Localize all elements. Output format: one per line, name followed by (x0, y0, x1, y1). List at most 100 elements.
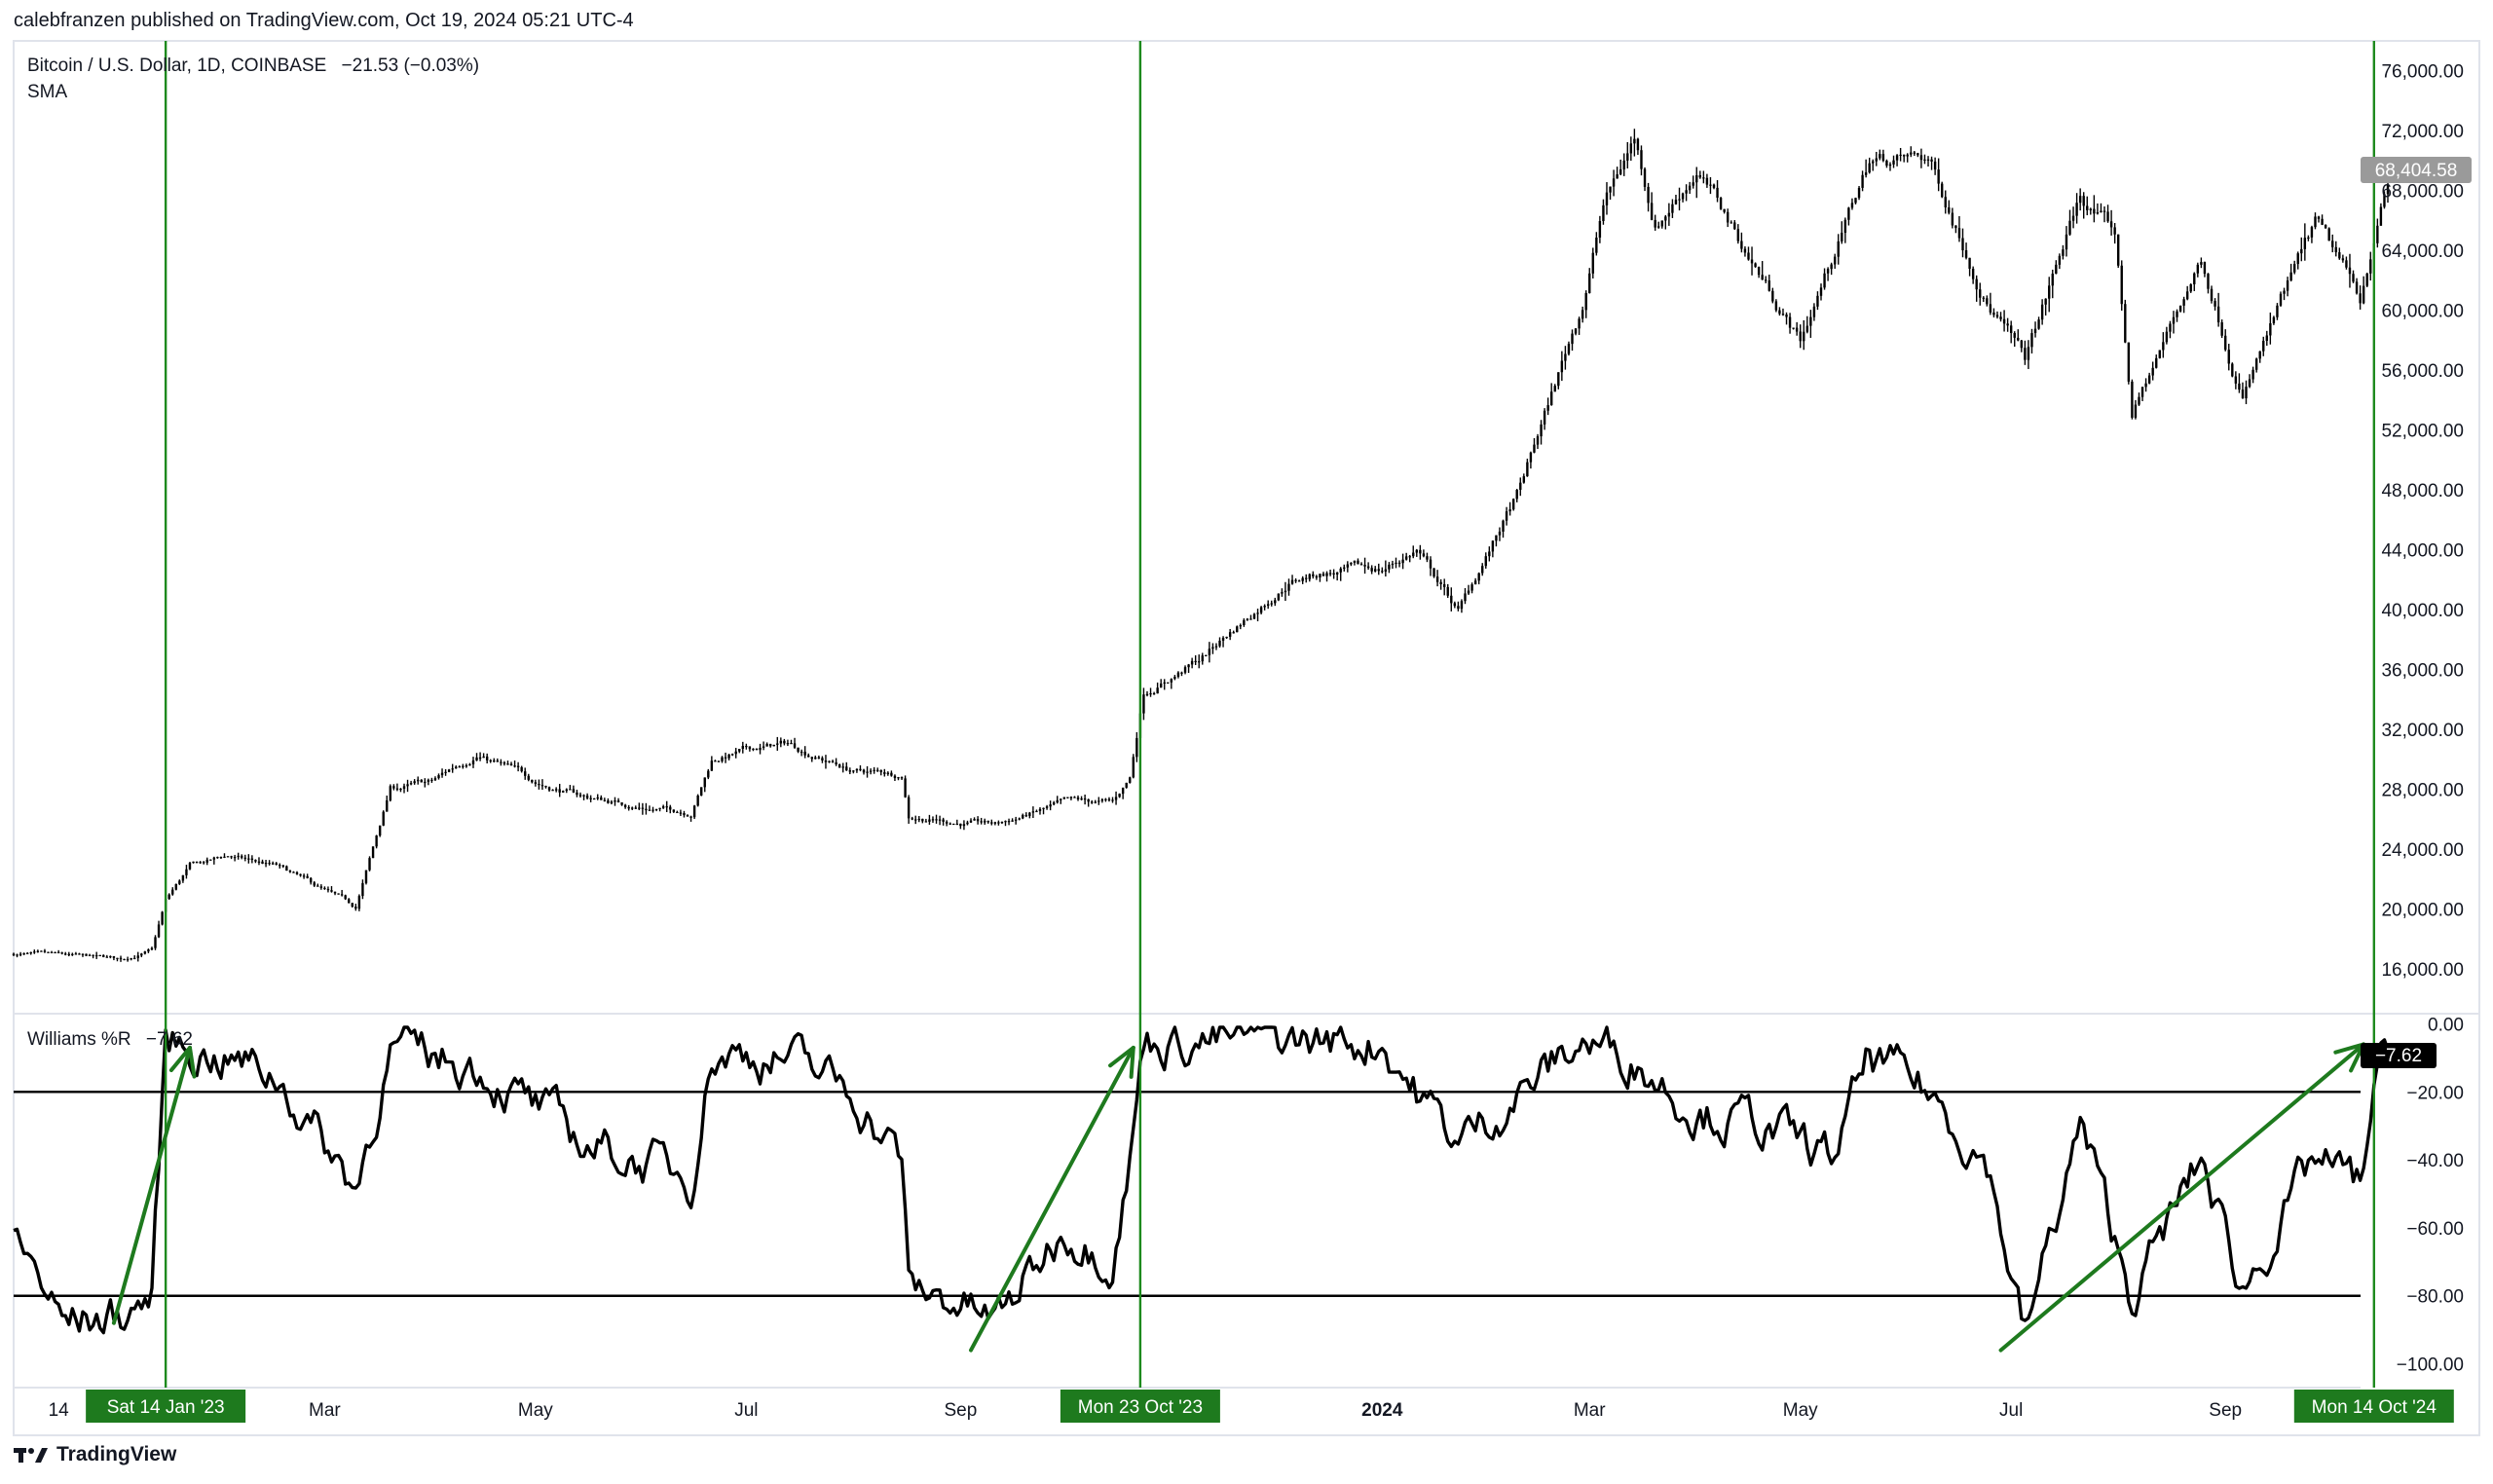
price-candle-body (1287, 583, 1290, 591)
price-candle-body (1761, 275, 1764, 280)
price-candle-body (2062, 249, 2065, 256)
price-candle-body (924, 821, 928, 823)
price-candle-body (299, 873, 302, 876)
price-candle-body (824, 761, 828, 762)
price-candle-body (1433, 568, 1435, 577)
price-candle-body (81, 953, 85, 955)
price-candle-body (1135, 737, 1138, 758)
price-candle-body (1221, 638, 1225, 641)
price-candle-body (592, 798, 596, 800)
price-candle-body (1892, 160, 1895, 165)
price-candle-body (1321, 574, 1325, 576)
price-candle-body (375, 835, 378, 847)
price-candle-body (942, 819, 945, 822)
price-candle-body (340, 894, 344, 896)
price-candle-body (382, 811, 385, 826)
price-candle-body (569, 789, 572, 791)
price-candle-body (1843, 219, 1847, 234)
price-candle-body (745, 745, 748, 748)
price-candle-body (1031, 811, 1035, 813)
price-candle-body (1346, 564, 1350, 568)
date-marker-tag (86, 1390, 246, 1423)
price-candle-body (2109, 221, 2113, 228)
price-candle-body (565, 789, 569, 792)
price-candle-body (1719, 198, 1723, 209)
price-candle-body (402, 786, 406, 789)
price-candle-body (78, 953, 81, 955)
price-candle-body (634, 807, 637, 809)
price-candle-body (2082, 196, 2085, 206)
wr-y-tick-label: −40.00 (2406, 1151, 2464, 1171)
time-axis: 14 Mar May Jul Sep 2024 Mar May Jul Sep (49, 1400, 2243, 1421)
price-candle-body (614, 800, 616, 802)
date-markers: Sat 14 Jan '23 Mon 23 Oct '23 Mon 14 Oct '… (86, 41, 2454, 1423)
price-candle-body (2289, 272, 2292, 281)
price-candle-body (92, 954, 94, 956)
price-candle-body (1674, 200, 1678, 204)
price-candle-body (1581, 310, 1584, 319)
price-candle-body (1094, 801, 1097, 803)
price-candle-body (661, 806, 665, 808)
price-candle-body (1622, 160, 1625, 169)
price-candle-body (1142, 694, 1145, 714)
price-candle-body (1647, 186, 1650, 204)
price-candle-body (465, 764, 468, 767)
price-candle-body (973, 819, 976, 821)
price-candle-body (776, 743, 779, 745)
price-candle-body (482, 756, 485, 759)
price-candle-body (357, 896, 361, 909)
price-candle-body (2300, 248, 2303, 254)
price-candle-body (1964, 250, 1968, 258)
price-candle-body (2376, 225, 2379, 243)
price-candle-body (1774, 301, 1778, 311)
price-candle-body (1508, 509, 1511, 512)
price-candle-body (1944, 197, 1947, 207)
price-candle-body (786, 743, 790, 745)
price-candle-body (931, 819, 935, 821)
price-candle-body (154, 937, 157, 948)
price-candle-body (2002, 318, 2006, 324)
price-candle-body (209, 859, 212, 861)
price-candle-body (2227, 350, 2230, 364)
price-candle-body (993, 822, 997, 824)
price-candle-body (686, 815, 689, 817)
price-candle-body (1812, 306, 1816, 317)
price-candle-body (797, 747, 800, 752)
price-candle-body (1816, 295, 1819, 307)
price-candle-body (2310, 227, 2314, 238)
price-candle-body (319, 886, 323, 888)
price-candle-body (1069, 797, 1073, 798)
price-candle-body (2172, 316, 2176, 324)
trend-arrow-head (168, 1045, 197, 1079)
price-candle-body (2196, 264, 2200, 274)
price-candle-body (547, 787, 551, 791)
price-candle-body (2037, 319, 2040, 329)
price-candle-body (962, 824, 966, 827)
price-candle-body (1560, 360, 1564, 373)
price-candle-body (47, 951, 50, 953)
trend-arrow-shaft (111, 1045, 192, 1325)
price-candle-body (2093, 208, 2096, 214)
price-candle-body (2279, 293, 2283, 306)
price-candle-body (1982, 297, 1985, 299)
price-candle-body (572, 789, 576, 793)
price-candle-body (1923, 159, 1926, 161)
price-candle-body (1156, 687, 1159, 694)
price-candle-body (976, 819, 980, 822)
price-candle-body (2096, 212, 2100, 214)
price-candle-body (1236, 626, 1239, 633)
price-candle-body (1159, 683, 1163, 688)
price-candle-body (540, 785, 544, 787)
price-candle-body (638, 807, 641, 809)
price-y-tick-label: 64,000.00 (2381, 241, 2464, 262)
price-candle-body (1056, 799, 1059, 803)
price-candle-body (1495, 535, 1498, 541)
price-candle-body (1281, 592, 1284, 594)
price-candle-body (288, 871, 292, 872)
price-candle-body (1170, 679, 1173, 683)
price-candle-body (914, 819, 917, 821)
price-candle-body (25, 952, 29, 954)
price-candle-body (1208, 649, 1211, 655)
price-candle-body (1948, 206, 1951, 213)
price-candle-body (1730, 222, 1732, 224)
